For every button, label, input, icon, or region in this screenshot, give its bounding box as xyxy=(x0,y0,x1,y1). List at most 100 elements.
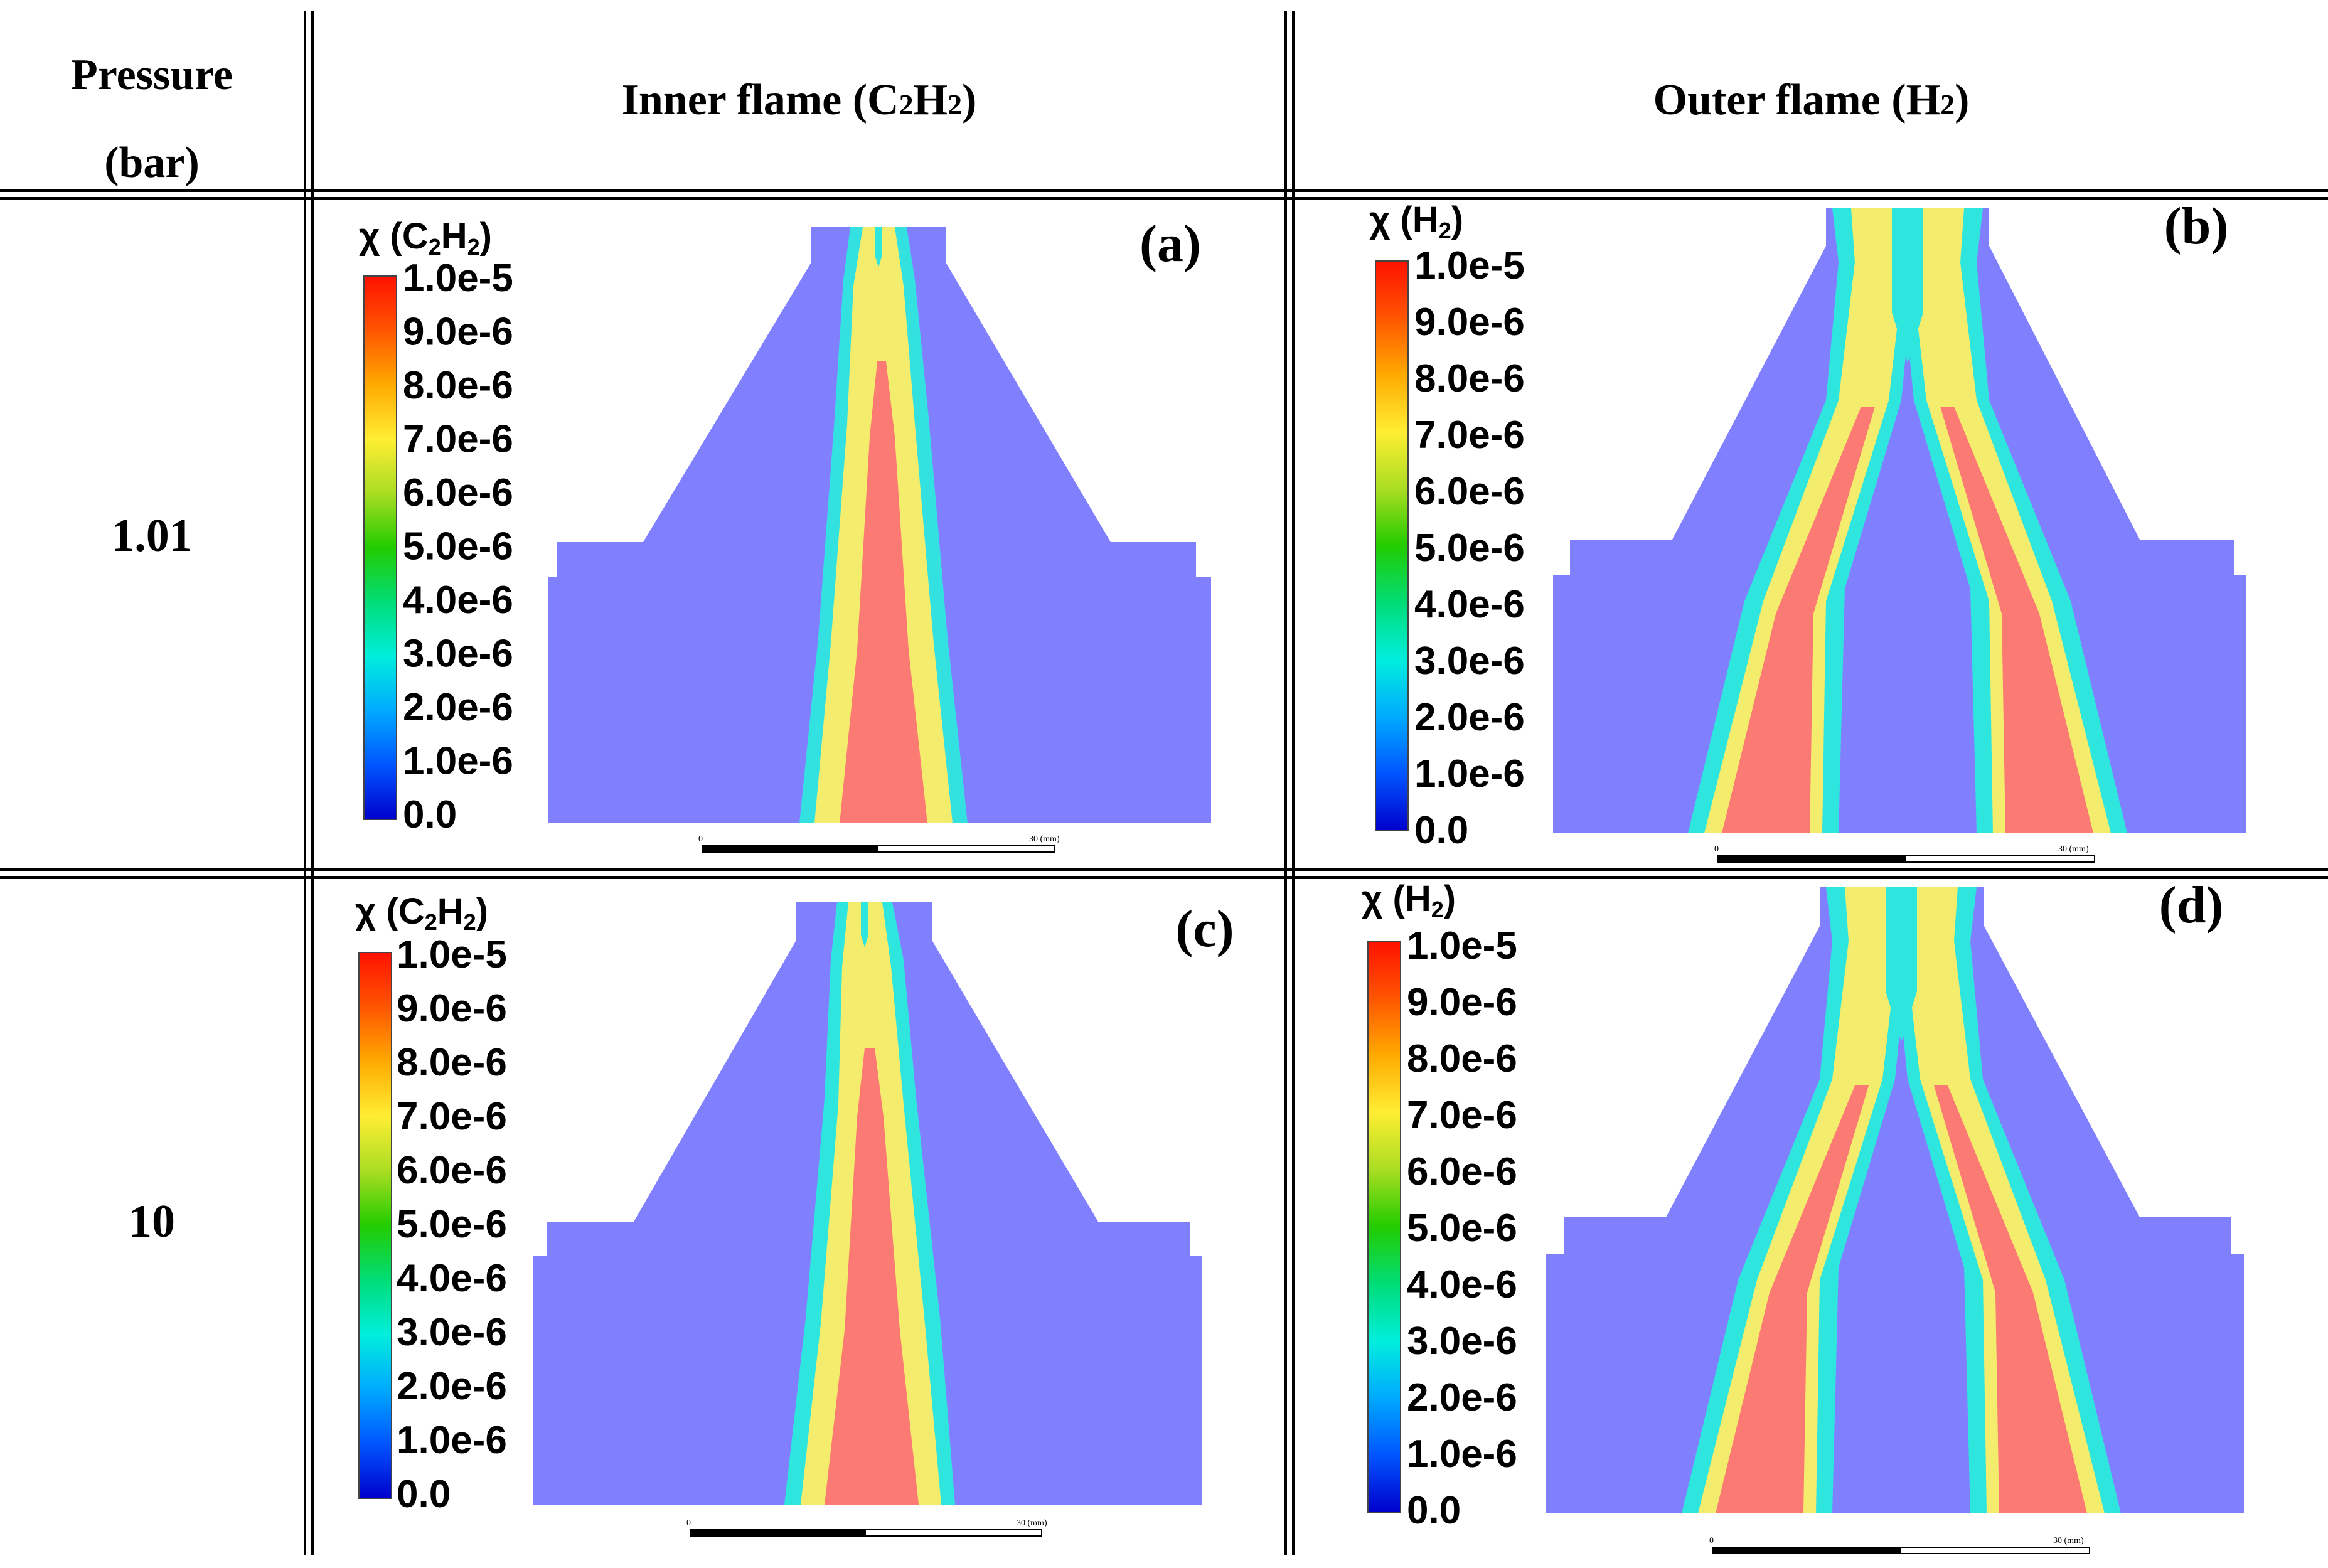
colorbar-tick-label: 6.0e-6 xyxy=(403,471,513,515)
flame-center-line-c xyxy=(861,902,868,947)
pressure-header-line1: Pressure xyxy=(71,51,233,99)
colorbar-title-b: χ (H2) xyxy=(1369,200,1463,243)
colorbar-tick-label: 1.0e-5 xyxy=(1414,244,1525,287)
header-rule-1 xyxy=(0,189,2328,192)
colorbar-tick-label: 9.0e-6 xyxy=(397,987,507,1030)
colorbar-tick-label: 2.0e-6 xyxy=(1414,696,1525,739)
scale-end-d: 30 (mm) xyxy=(2053,1536,2084,1545)
colorbar-tick-label: 4.0e-6 xyxy=(397,1257,507,1300)
flame-center-b xyxy=(1892,208,1923,363)
colorbar-b xyxy=(1375,260,1409,831)
scale-start-a: 0 xyxy=(698,835,703,844)
colorbar-tick-label: 6.0e-6 xyxy=(1407,1150,1517,1193)
scale-bar-d: 0 30 (mm) xyxy=(1709,1536,2090,1554)
panel-b-svg: χ (H2) 1.0e-5 9.0e-6 8.0e-6 7.0e-6 6.0e-6 5.0… xyxy=(1369,197,2246,863)
colorbar-c xyxy=(358,952,392,1499)
panel-d: χ (H2) 1.0e-5 9.0e-6 8.0e-6 7.0e-6 6.0e-6 5.0… xyxy=(1337,876,2322,1562)
colorbar-title-a: χ (C2H2) xyxy=(359,216,492,260)
colorbar-tick-label: 4.0e-6 xyxy=(1407,1263,1517,1306)
scale-bar-a: 0 30 (mm) xyxy=(698,835,1060,853)
scale-end-b: 30 (mm) xyxy=(2058,845,2089,854)
colorbar-title-c: χ (C2H2) xyxy=(355,891,488,935)
colorbar-tick-label: 7.0e-6 xyxy=(1414,413,1525,457)
pressure-header-line2: (bar) xyxy=(104,139,200,187)
scale-start-c: 0 xyxy=(686,1518,691,1528)
scale-start-d: 0 xyxy=(1709,1536,1714,1545)
colorbar-tick-label: 9.0e-6 xyxy=(403,311,513,354)
panel-a: χ (C2H2) 1.0e-5 9.0e-6 8.0e-6 7.0e-6 6.0e-6 5… xyxy=(351,211,1274,863)
colorbar-title-d: χ (H2) xyxy=(1362,878,1456,922)
flame-center-d xyxy=(1886,887,1917,1042)
inner-flame-prefix: Inner flame (C xyxy=(621,76,899,124)
colorbar-tick-label: 4.0e-6 xyxy=(403,579,513,622)
outer-flame-header: Outer flame (H2) xyxy=(1295,75,2328,125)
flame-gap-b xyxy=(1857,350,1958,833)
colorbar-tick-label: 8.0e-6 xyxy=(397,1041,507,1084)
inner-flame-sub2: 2 xyxy=(948,88,963,120)
outer-left-rule-1 xyxy=(304,11,306,1555)
colorbar-tick-label: 5.0e-6 xyxy=(1407,1207,1517,1250)
inner-flame-mid: H xyxy=(913,76,948,124)
colorbar-tick-label: 3.0e-6 xyxy=(403,632,513,676)
colorbar-tick-label: 6.0e-6 xyxy=(1414,470,1525,513)
colorbar-tick-label: 8.0e-6 xyxy=(1407,1037,1517,1080)
colorbar-tick-label: 1.0e-5 xyxy=(1407,924,1517,968)
colorbar-ticks-c: 1.0e-5 9.0e-6 8.0e-6 7.0e-6 6.0e-6 5.0e-6 4.0e… xyxy=(397,933,507,1516)
scale-end-c: 30 (mm) xyxy=(1017,1518,1047,1528)
panel-c: χ (C2H2) 1.0e-5 9.0e-6 8.0e-6 7.0e-6 6.0e-6 5… xyxy=(351,891,1274,1556)
colorbar-tick-label: 1.0e-5 xyxy=(403,257,513,300)
pressure-row1: 1.01 xyxy=(111,510,193,562)
colorbar-tick-label: 5.0e-6 xyxy=(1414,526,1525,570)
flame-mid-b-left xyxy=(1704,208,1911,833)
colorbar-ticks-b: 1.0e-5 9.0e-6 8.0e-6 7.0e-6 6.0e-6 5.0e-6 4.0e… xyxy=(1414,244,1525,852)
inner-flame-header: Inner flame (C2H2) xyxy=(314,75,1284,125)
colorbar-ticks-d: 1.0e-5 9.0e-6 8.0e-6 7.0e-6 6.0e-6 5.0e-6 4.0e… xyxy=(1407,924,1517,1532)
outer-left-rule-2 xyxy=(311,11,314,1555)
flame-gap-d xyxy=(1851,1029,1952,1513)
outer-flame-sub1: 2 xyxy=(1940,88,1955,120)
colorbar-a xyxy=(363,275,397,820)
flame-core-c xyxy=(825,1048,919,1505)
colorbar-tick-label: 3.0e-6 xyxy=(1414,639,1525,683)
colorbar-tick-label: 3.0e-6 xyxy=(1407,1320,1517,1363)
pressure-header: Pressure (bar) xyxy=(0,31,304,207)
colorbar-tick-label: 1.0e-6 xyxy=(1407,1432,1517,1476)
colorbar-d xyxy=(1367,941,1401,1513)
colorbar-tick-label: 1.0e-6 xyxy=(403,740,513,783)
colorbar-tick-label: 9.0e-6 xyxy=(1414,301,1525,344)
flame-core-b-right xyxy=(1940,407,2093,833)
flame-mid-b-right xyxy=(1904,208,2111,833)
scale-end-a: 30 (mm) xyxy=(1029,835,1060,844)
colorbar-tick-label: 0.0 xyxy=(1407,1489,1461,1532)
flame-core-b-left xyxy=(1722,407,1875,833)
colorbar-tick-label: 8.0e-6 xyxy=(1414,357,1525,400)
panel-c-svg: χ (C2H2) 1.0e-5 9.0e-6 8.0e-6 7.0e-6 6.0e-6 5… xyxy=(355,891,1234,1537)
panel-label-c: (c) xyxy=(1175,900,1234,958)
colorbar-tick-label: 6.0e-6 xyxy=(397,1149,507,1192)
colorbar-tick-label: 7.0e-6 xyxy=(1407,1094,1517,1137)
outer-flame-prefix: Outer flame (H xyxy=(1653,76,1941,124)
row-rule-2 xyxy=(0,876,2328,879)
colorbar-tick-label: 3.0e-6 xyxy=(397,1311,507,1354)
colorbar-tick-label: 0.0 xyxy=(403,793,457,836)
row-rule-1 xyxy=(0,868,2328,871)
colorbar-tick-label: 1.0e-5 xyxy=(397,933,507,976)
colorbar-tick-label: 5.0e-6 xyxy=(403,525,513,568)
pressure-row2: 10 xyxy=(129,1196,175,1247)
colorbar-tick-label: 1.0e-6 xyxy=(1414,752,1525,796)
colorbar-tick-label: 9.0e-6 xyxy=(1407,981,1517,1024)
colorbar-tick-label: 1.0e-6 xyxy=(397,1419,507,1462)
scale-bar-c: 0 30 (mm) xyxy=(686,1518,1047,1537)
flame-mid-d-left xyxy=(1698,887,1904,1513)
flame-mid-d-right xyxy=(1898,887,2105,1513)
colorbar-tick-label: 5.0e-6 xyxy=(397,1203,507,1246)
flame-core-a xyxy=(840,361,927,823)
colorbar-tick-label: 8.0e-6 xyxy=(403,364,513,407)
outer-flame-suffix: ) xyxy=(1955,76,1970,124)
colorbar-tick-label: 4.0e-6 xyxy=(1414,583,1525,626)
flame-center-line-a xyxy=(875,227,882,267)
panel-label-a: (a) xyxy=(1140,215,1201,273)
colorbar-tick-label: 7.0e-6 xyxy=(397,1095,507,1138)
scale-start-b: 0 xyxy=(1714,845,1719,854)
mid-rule-1 xyxy=(1284,11,1287,1555)
